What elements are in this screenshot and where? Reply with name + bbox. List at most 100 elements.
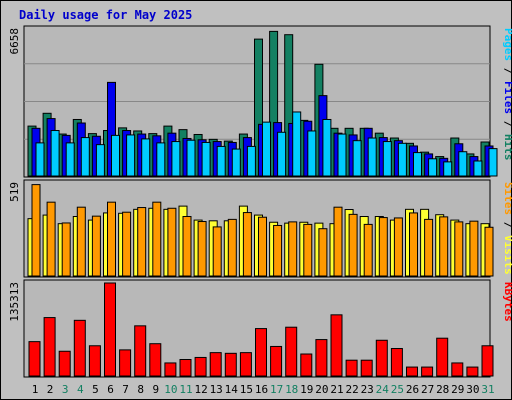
kbytes-bar bbox=[239, 352, 252, 377]
day-label: 12 bbox=[194, 383, 207, 396]
kbytes-bar bbox=[315, 339, 328, 377]
series-label-part: Visits bbox=[502, 235, 512, 275]
pages-bar bbox=[307, 130, 317, 177]
kbytes-bar bbox=[224, 352, 237, 377]
day-label: 20 bbox=[315, 383, 328, 396]
day-label: 15 bbox=[240, 383, 253, 396]
day-label: 27 bbox=[421, 383, 434, 396]
day-label: 23 bbox=[361, 383, 374, 396]
pages-bar bbox=[141, 138, 151, 177]
sites-bar bbox=[212, 226, 222, 277]
day-label: 3 bbox=[62, 383, 69, 396]
top-series-label: Pages / Files / Hits bbox=[502, 28, 512, 161]
pages-bar bbox=[95, 144, 105, 177]
kbytes-bar bbox=[73, 319, 86, 377]
kbytes-bar bbox=[149, 343, 162, 377]
day-label: 1 bbox=[32, 383, 39, 396]
kbytes-bar bbox=[390, 348, 403, 377]
kbytes-bar bbox=[194, 356, 207, 377]
kbytes-bar bbox=[104, 282, 116, 377]
sites-bar bbox=[439, 216, 449, 277]
x-axis-labels: 1 2 3 4 5 6 7 8 9 10 11 12 13 14 15 16 17 18 19 20 21 22 23 24 2… bbox=[32, 383, 495, 396]
sites-bar bbox=[348, 213, 358, 277]
series-label-part: KBytes bbox=[502, 282, 512, 322]
day-label: 29 bbox=[451, 383, 464, 396]
top-panel: 6658 Pages / Files / Hits bbox=[8, 25, 512, 178]
pages-bar bbox=[65, 142, 75, 177]
kbytes-bar bbox=[360, 359, 373, 377]
pages-bar bbox=[126, 134, 136, 177]
pages-bar bbox=[262, 121, 271, 177]
day-label: 26 bbox=[406, 383, 419, 396]
sites-bar bbox=[227, 218, 237, 277]
pages-bar bbox=[352, 140, 362, 177]
sites-bar bbox=[469, 220, 479, 277]
pages-bar bbox=[458, 151, 468, 177]
kbytes-bar bbox=[270, 345, 283, 377]
kbytes-bar bbox=[164, 362, 177, 377]
top-max-label: 6658 bbox=[8, 28, 21, 55]
sites-bar bbox=[167, 207, 177, 277]
kbytes-bar bbox=[88, 345, 101, 377]
pages-bar bbox=[397, 142, 407, 177]
sites-bar bbox=[152, 201, 162, 277]
pages-bar bbox=[337, 133, 347, 177]
kbytes-bar bbox=[134, 325, 147, 377]
middle-max-label: 519 bbox=[8, 182, 21, 202]
sites-bar bbox=[107, 201, 116, 277]
kbytes-bar bbox=[28, 341, 41, 377]
sites-bar bbox=[31, 184, 41, 277]
pages-bar bbox=[35, 142, 45, 177]
sites-bar bbox=[454, 221, 464, 277]
pages-bar bbox=[292, 111, 302, 177]
day-label: 19 bbox=[300, 383, 313, 396]
day-label: 25 bbox=[391, 383, 404, 396]
kbytes-bar bbox=[209, 352, 222, 377]
day-label: 2 bbox=[47, 383, 54, 396]
middle-series-label: Sites / Visits bbox=[502, 182, 512, 275]
series-label-part: / bbox=[502, 114, 512, 134]
kbytes-bar bbox=[481, 345, 494, 377]
sites-bar bbox=[378, 217, 388, 277]
day-label: 13 bbox=[210, 383, 223, 396]
kbytes-bar bbox=[285, 326, 298, 377]
bottom-series-label: KBytes bbox=[502, 282, 512, 322]
pages-bar bbox=[156, 142, 166, 177]
kbytes-bar bbox=[406, 366, 418, 377]
pages-bar bbox=[443, 161, 453, 177]
kbytes-bar bbox=[255, 328, 267, 377]
sites-bar bbox=[91, 215, 101, 277]
pages-bar bbox=[171, 141, 181, 177]
day-label: 4 bbox=[77, 383, 84, 396]
sites-bar bbox=[182, 216, 192, 277]
pages-bar bbox=[186, 139, 196, 177]
series-label-part: Pages bbox=[502, 28, 512, 61]
day-label: 18 bbox=[285, 383, 298, 396]
pages-bar bbox=[50, 130, 60, 177]
kbytes-bar bbox=[436, 337, 449, 377]
day-label: 30 bbox=[466, 383, 479, 396]
sites-bar bbox=[242, 212, 252, 277]
sites-bar bbox=[424, 218, 434, 277]
kbytes-bar bbox=[345, 359, 358, 377]
chart-title: Daily usage for May 2025 bbox=[19, 8, 193, 22]
series-label-part: / bbox=[502, 215, 512, 235]
sites-bar bbox=[76, 206, 86, 277]
kbytes-bar bbox=[119, 349, 132, 377]
pages-bar bbox=[111, 134, 120, 177]
pages-bar bbox=[277, 131, 287, 177]
pages-bar bbox=[231, 148, 241, 177]
day-label: 16 bbox=[255, 383, 268, 396]
sites-bar bbox=[409, 212, 418, 277]
pages-bar bbox=[473, 160, 483, 177]
pages-bar bbox=[488, 148, 498, 177]
bottom-panel: 135313 KBytes bbox=[8, 279, 512, 378]
sites-bar bbox=[288, 221, 298, 277]
kbytes-bar bbox=[179, 359, 192, 377]
day-label: 24 bbox=[376, 383, 390, 396]
series-label-part: / bbox=[502, 61, 512, 81]
pages-bar bbox=[216, 145, 226, 177]
pages-bar bbox=[322, 118, 332, 177]
day-label: 21 bbox=[330, 383, 343, 396]
